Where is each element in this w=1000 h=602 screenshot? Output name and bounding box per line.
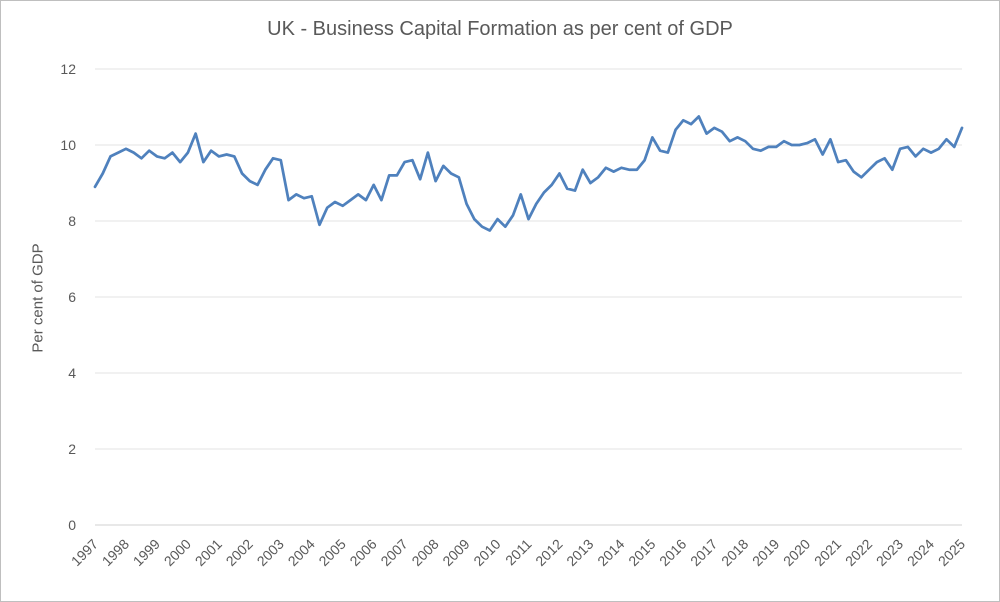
x-tick-label: 2013	[563, 536, 596, 569]
x-tick-label: 1998	[99, 536, 132, 569]
x-tick-label: 1999	[130, 536, 163, 569]
x-tick-label: 1997	[68, 536, 101, 569]
x-tick-label: 2009	[439, 536, 472, 569]
series-line	[93, 115, 964, 232]
y-tick-label: 8	[68, 213, 76, 229]
x-tick-label: 2024	[904, 536, 937, 569]
x-tick-label: 2014	[594, 536, 627, 569]
chart-title: UK - Business Capital Formation as per c…	[267, 18, 733, 40]
y-tick-label: 10	[60, 137, 76, 153]
x-tick-label: 2023	[873, 536, 906, 569]
y-tick-label: 2	[68, 441, 76, 457]
x-tick-label: 2008	[408, 536, 441, 569]
y-tick-label: 12	[60, 61, 76, 77]
x-tick-label: 2025	[935, 536, 968, 569]
x-tick-label: 2020	[780, 536, 813, 569]
x-tick-label: 2011	[502, 536, 535, 569]
y-tick-labels: 0 2 4 6 8 10 12	[60, 61, 76, 533]
gridlines	[95, 68, 962, 526]
x-tick-label: 2021	[811, 536, 844, 569]
x-tick-label: 2001	[192, 536, 225, 569]
x-tick-label: 2006	[346, 536, 379, 569]
y-tick-label: 4	[68, 365, 76, 381]
x-tick-label: 2000	[161, 536, 194, 569]
x-tick-label: 2003	[254, 536, 287, 569]
x-tick-label: 2004	[285, 536, 318, 569]
x-tick-label: 2002	[223, 536, 256, 569]
x-tick-label: 2012	[532, 536, 565, 569]
x-tick-label: 2018	[718, 536, 751, 569]
x-tick-label: 2010	[470, 536, 503, 569]
x-tick-label: 2022	[842, 536, 875, 569]
x-tick-labels: 1997199819992000200120022003200420052006…	[68, 536, 968, 569]
series-layer	[93, 115, 964, 232]
y-tick-label: 0	[68, 517, 76, 533]
x-tick-label: 2019	[749, 536, 782, 569]
x-tick-label: 2005	[315, 536, 348, 569]
x-tick-label: 2007	[377, 536, 410, 569]
x-tick-label: 2015	[625, 536, 658, 569]
x-tick-label: 2016	[656, 536, 689, 569]
y-tick-label: 6	[68, 289, 76, 305]
x-tick-label: 2017	[687, 536, 720, 569]
